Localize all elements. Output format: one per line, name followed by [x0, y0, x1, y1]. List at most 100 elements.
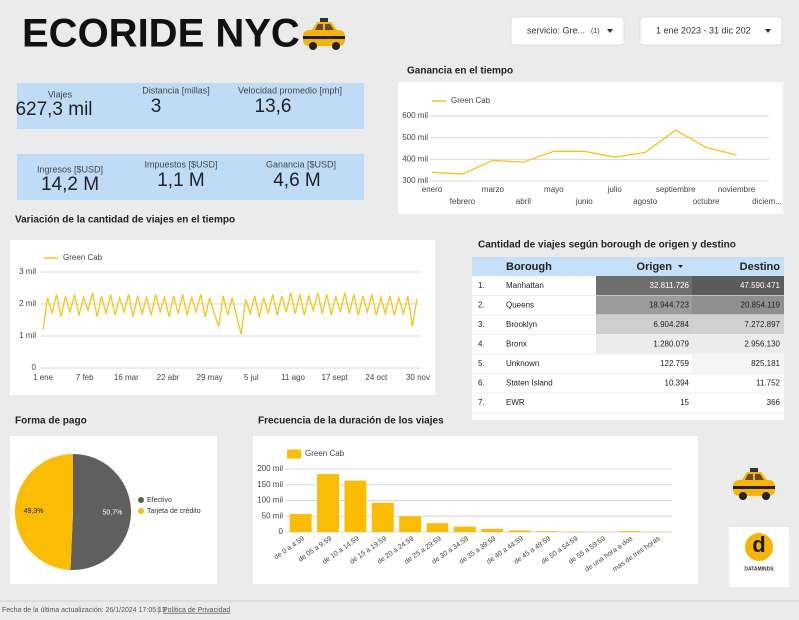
row-number: 3.	[478, 320, 485, 329]
heat-cell	[596, 334, 692, 354]
bar	[535, 531, 558, 532]
kpi-value: 3	[151, 96, 162, 117]
table-title: Cantidad de viajes según borough de orig…	[478, 240, 736, 251]
y-tick-label: 300 mil	[402, 176, 428, 185]
chart-card	[398, 82, 783, 214]
bar	[453, 526, 476, 532]
dropdown-caret	[607, 29, 613, 33]
x-tick-label: mayo	[544, 185, 564, 194]
table-header-cell: Destino	[740, 261, 781, 273]
x-tick-label: 5 jul	[244, 373, 259, 382]
bar	[399, 516, 422, 532]
x-tick-label: diciem...	[752, 197, 782, 206]
origin-cell: 15	[680, 398, 689, 407]
slice-label: 50,7%	[103, 510, 123, 517]
kpi-value: 13,6	[255, 96, 292, 117]
kpi-value: 627,3 mil	[15, 99, 92, 120]
y-tick-label: 600 mil	[402, 111, 428, 120]
borough-cell: Brooklyn	[506, 320, 537, 329]
legend-label: Efectivo	[147, 497, 172, 504]
borough-cell: Manhattan	[506, 281, 544, 290]
y-tick-label: 1 mil	[19, 331, 36, 340]
legend-label: Green Cab	[305, 449, 345, 458]
sort-arrow	[678, 265, 683, 268]
x-tick-label: agosto	[633, 197, 658, 206]
y-tick-label: 50 mil	[262, 511, 284, 520]
legend-dot	[138, 508, 144, 514]
bar	[317, 474, 339, 532]
legend-swatch	[287, 449, 301, 459]
kpi-label: Impuestos [$USD]	[144, 159, 217, 169]
filter-label: 1 ene 2023 - 31 dic 202	[656, 25, 751, 35]
y-tick-label: 0	[32, 363, 37, 372]
destination-cell: 366	[767, 398, 781, 407]
footer-separator: |	[158, 607, 160, 614]
kpi-label: Distancia [millas]	[142, 85, 210, 95]
origin-cell: 1.280.079	[653, 339, 689, 348]
x-tick-label: septiembre	[656, 185, 696, 194]
chart-title: Variación de la cantidad de viajes en el…	[15, 215, 235, 226]
x-tick-label: 29 may	[197, 373, 223, 382]
legend-label: Green Cab	[63, 253, 103, 262]
table-header-cell: Origen	[637, 261, 673, 273]
x-tick-label: 7 feb	[76, 373, 94, 382]
table-header-cell: Borough	[506, 261, 552, 273]
dropdown-caret	[765, 29, 771, 33]
x-tick-label: febrero	[450, 197, 476, 206]
row-number: 5.	[478, 359, 485, 368]
bar	[508, 530, 531, 532]
pie-slice	[70, 454, 131, 570]
x-tick-label: abril	[516, 197, 531, 206]
row-number: 7.	[478, 398, 485, 407]
privacy-link[interactable]: Política de Privacidad	[163, 607, 230, 614]
filter-label: servicio: Gre...	[527, 25, 585, 35]
y-tick-label: 100 mil	[257, 496, 283, 505]
x-tick-label: 22 abr	[157, 373, 180, 382]
taxi-icon	[733, 468, 775, 500]
heat-cell	[596, 295, 692, 315]
x-tick-label: julio	[607, 185, 623, 194]
logo-circle	[745, 533, 773, 561]
destination-cell: 7.272.897	[744, 320, 780, 329]
y-tick-label: 0	[279, 527, 284, 536]
kpi-label: Ganancia [$USD]	[266, 159, 336, 169]
origin-cell: 122.759	[660, 359, 689, 368]
y-tick-label: 3 mil	[19, 267, 36, 276]
chart-card	[10, 240, 435, 395]
borough-cell: EWR	[506, 398, 525, 407]
chart-title: Ganancia en el tiempo	[407, 66, 513, 77]
kpi-value: 4,6 M	[273, 170, 321, 191]
legend-label: Green Cab	[451, 96, 491, 105]
legend-dot	[138, 497, 144, 503]
x-tick-label: octubre	[693, 197, 720, 206]
kpi-card	[17, 154, 364, 200]
x-tick-label: 24 oct	[365, 373, 388, 382]
filter-box	[510, 16, 625, 46]
x-tick-label: 11 ago	[281, 373, 305, 382]
row-number: 6.	[478, 378, 485, 387]
table-header	[472, 257, 784, 276]
kpi-value: 1,1 M	[157, 170, 205, 191]
destination-cell: 825.181	[751, 359, 780, 368]
kpi-value: 14,2 M	[41, 174, 99, 195]
bar	[618, 531, 640, 532]
bar	[289, 514, 312, 532]
origin-cell: 18.944.723	[649, 300, 690, 309]
legend-label: Tarjeta de crédito	[147, 508, 201, 515]
filter-count: (1)	[591, 28, 600, 35]
x-tick-label: 1 ene	[33, 373, 54, 382]
row-number: 1.	[478, 281, 485, 290]
heat-cell	[692, 315, 784, 335]
row-number: 4.	[478, 339, 485, 348]
origin-cell: 10.394	[665, 378, 690, 387]
kpi-label: Ingresos [$USD]	[37, 164, 103, 174]
x-tick-label: marzo	[482, 185, 505, 194]
x-tick-label: 17 sept	[322, 373, 349, 382]
destination-cell: 11.752	[756, 378, 780, 387]
slice-label: 49,3%	[24, 508, 44, 515]
data-line	[42, 292, 418, 335]
x-tick-label: noviembre	[718, 185, 756, 194]
y-tick-label: 150 mil	[257, 480, 283, 489]
